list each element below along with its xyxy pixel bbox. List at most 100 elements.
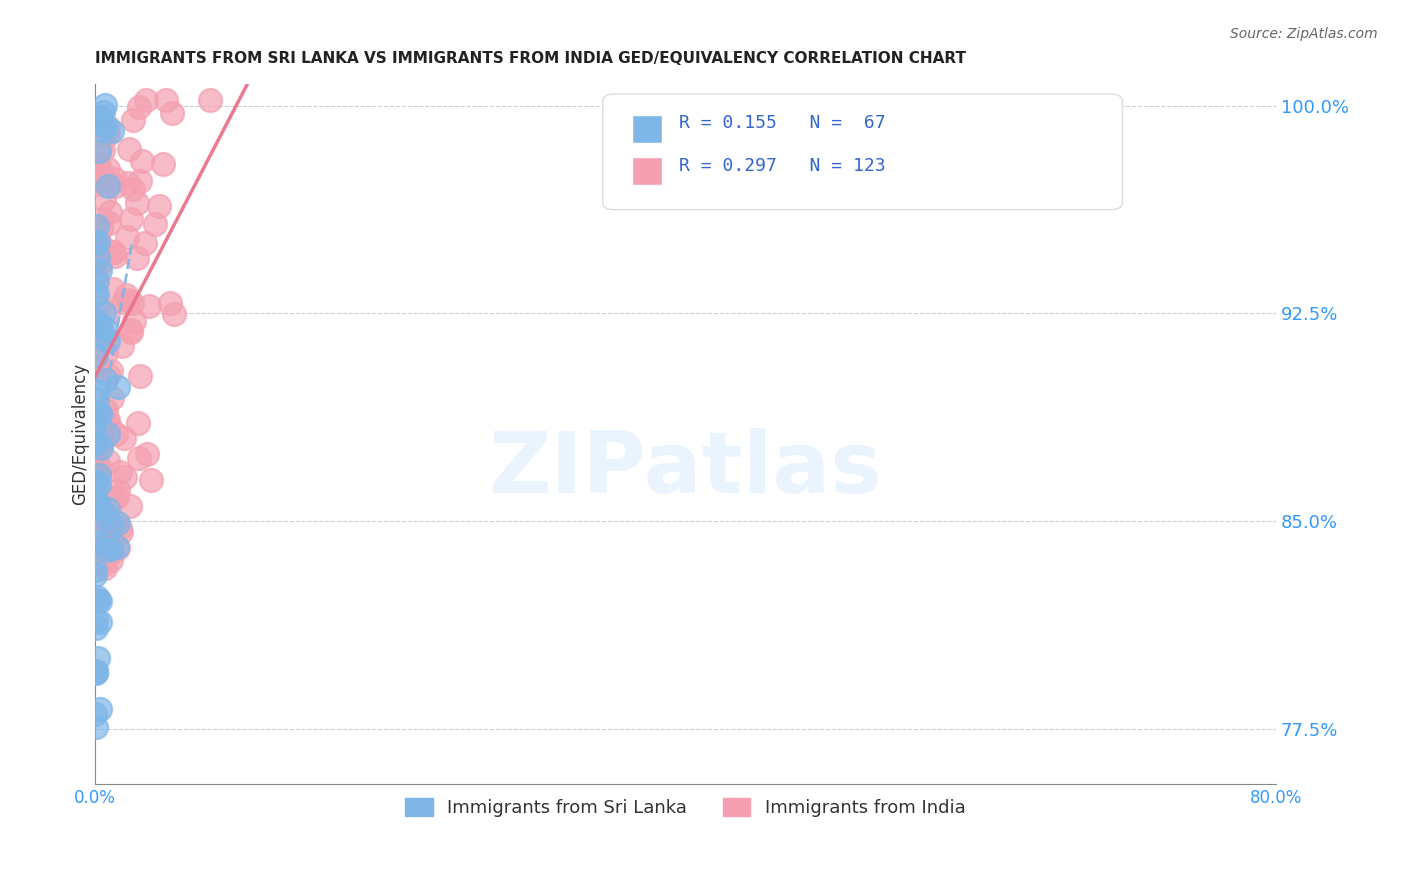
Point <box>94 420 117 434</box>
Point <box>86 238 108 252</box>
Point <box>105 426 128 441</box>
Point <box>87 411 110 425</box>
Point <box>105 540 128 554</box>
Point <box>101 491 124 505</box>
Point <box>138 300 160 314</box>
Point <box>148 199 170 213</box>
Point <box>121 295 143 310</box>
Point <box>107 379 129 393</box>
Point <box>96 413 118 427</box>
Point <box>114 288 136 302</box>
Point <box>101 282 124 296</box>
Point <box>84 286 107 301</box>
Point <box>101 124 124 138</box>
Point <box>120 212 142 227</box>
Point <box>125 196 148 211</box>
Point <box>131 153 153 168</box>
Point <box>103 245 125 260</box>
Point <box>110 524 132 539</box>
Point <box>84 541 107 556</box>
Point <box>100 553 122 567</box>
Point <box>105 490 128 504</box>
Point <box>84 707 107 722</box>
Point <box>107 483 129 497</box>
Point <box>89 407 111 421</box>
Point <box>84 568 107 582</box>
Point <box>84 459 107 474</box>
Point <box>94 120 117 134</box>
Point <box>86 590 108 604</box>
Point <box>84 721 107 735</box>
Point <box>94 529 117 543</box>
Text: ZIPatlas: ZIPatlas <box>488 427 882 510</box>
Text: IMMIGRANTS FROM SRI LANKA VS IMMIGRANTS FROM INDIA GED/EQUIVALENCY CORRELATION C: IMMIGRANTS FROM SRI LANKA VS IMMIGRANTS … <box>94 51 966 66</box>
Point <box>98 418 121 433</box>
Point <box>84 665 107 679</box>
Point <box>117 176 139 190</box>
Point <box>87 468 110 483</box>
Point <box>97 162 120 177</box>
Point <box>87 300 110 314</box>
Point <box>86 219 108 233</box>
Point <box>101 245 124 260</box>
Legend: Immigrants from Sri Lanka, Immigrants from India: Immigrants from Sri Lanka, Immigrants fr… <box>398 790 973 824</box>
Point <box>93 192 115 206</box>
Point <box>89 615 111 629</box>
Point <box>98 205 121 219</box>
Point <box>84 527 107 541</box>
Point <box>97 532 120 546</box>
Point <box>86 384 108 398</box>
Point <box>89 329 111 343</box>
Point <box>97 453 120 467</box>
Point <box>100 517 122 532</box>
Point <box>87 516 110 531</box>
Point <box>94 521 117 535</box>
Point <box>84 235 107 250</box>
Point <box>86 444 108 458</box>
Point <box>104 515 127 529</box>
Point <box>89 263 111 277</box>
Point <box>91 105 114 120</box>
Point <box>129 368 152 383</box>
Point <box>94 543 117 558</box>
Point <box>104 249 127 263</box>
Point <box>93 557 115 571</box>
Text: R = 0.297   N = 123: R = 0.297 N = 123 <box>679 157 886 175</box>
Point <box>163 307 186 321</box>
Point <box>91 421 114 435</box>
Point <box>89 519 111 533</box>
Point <box>86 500 108 514</box>
Point <box>94 373 117 387</box>
Point <box>84 536 107 550</box>
Point <box>101 545 124 559</box>
Text: Source: ZipAtlas.com: Source: ZipAtlas.com <box>1230 27 1378 41</box>
Point <box>97 368 120 383</box>
Point <box>159 295 181 310</box>
Point <box>84 165 107 179</box>
Point <box>86 392 108 407</box>
Point <box>94 346 117 360</box>
FancyBboxPatch shape <box>603 94 1122 210</box>
Point <box>84 415 107 429</box>
Y-axis label: GED/Equivalency: GED/Equivalency <box>72 363 89 505</box>
Point <box>93 551 115 566</box>
Point <box>198 93 221 107</box>
Point <box>84 110 107 124</box>
Point <box>135 93 157 107</box>
Point <box>117 293 139 308</box>
Point <box>84 664 107 678</box>
Point <box>86 651 108 665</box>
Point <box>96 521 118 535</box>
Point <box>84 475 107 490</box>
Point <box>84 120 107 134</box>
Point <box>84 415 107 429</box>
Point <box>100 542 122 557</box>
Bar <box>633 157 662 186</box>
Point <box>97 305 120 319</box>
Point <box>90 110 112 124</box>
Point <box>87 592 110 607</box>
Point <box>90 437 112 451</box>
Point <box>86 475 108 489</box>
Point <box>110 465 132 479</box>
Point <box>87 155 110 169</box>
